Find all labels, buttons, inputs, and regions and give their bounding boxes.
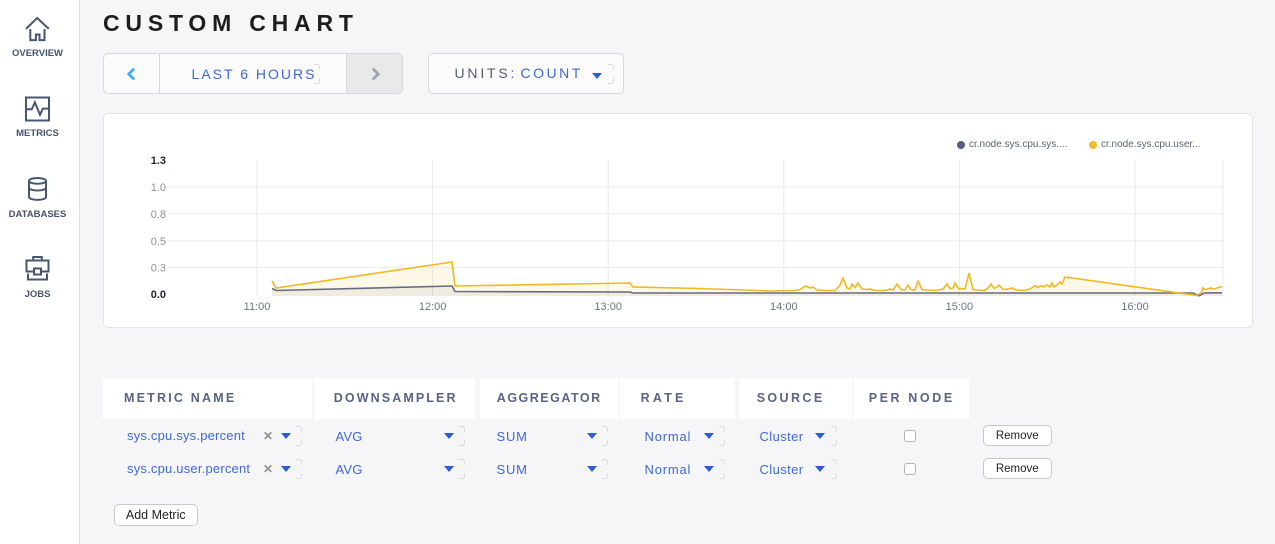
svg-text:1.3: 1.3 bbox=[151, 155, 166, 167]
svg-text:16:00: 16:00 bbox=[1121, 301, 1149, 313]
svg-text:0.8: 0.8 bbox=[151, 209, 166, 221]
svg-text:14:00: 14:00 bbox=[770, 301, 798, 313]
svg-text:11:00: 11:00 bbox=[244, 301, 271, 313]
svg-text:13:00: 13:00 bbox=[594, 301, 622, 313]
svg-text:1.0: 1.0 bbox=[151, 182, 166, 194]
svg-text:0.0: 0.0 bbox=[151, 289, 166, 301]
svg-text:0.5: 0.5 bbox=[151, 236, 166, 248]
svg-text:15:00: 15:00 bbox=[946, 301, 974, 313]
svg-text:0.3: 0.3 bbox=[151, 262, 166, 274]
svg-text:12:00: 12:00 bbox=[419, 301, 447, 313]
